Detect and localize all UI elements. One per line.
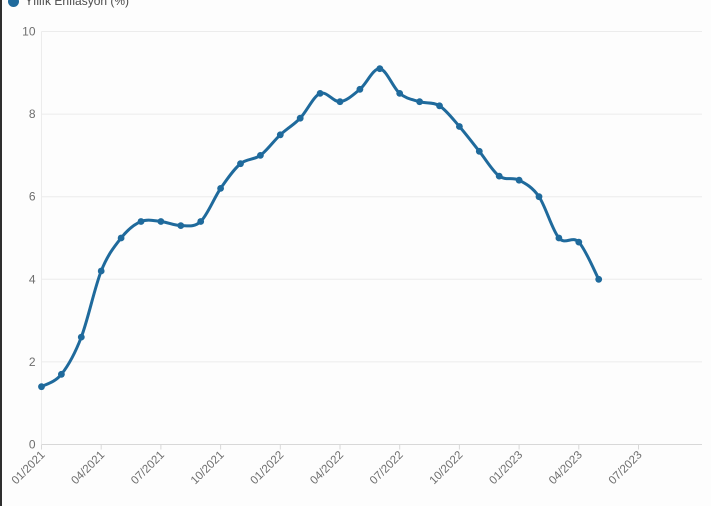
y-axis-tick-label: 10 (22, 25, 36, 39)
x-axis-tick-label: 04/2022 (308, 449, 346, 487)
series-line (40, 67, 601, 389)
legend-series-dot-icon (8, 0, 19, 7)
data-point[interactable] (157, 218, 165, 225)
data-point[interactable] (356, 85, 364, 93)
data-point[interactable] (316, 90, 324, 97)
data-point[interactable] (177, 222, 185, 230)
data-point[interactable] (475, 147, 483, 155)
x-axis-tick-label: 04/2021 (69, 449, 107, 487)
data-point[interactable] (535, 193, 543, 201)
data-point[interactable] (237, 160, 244, 168)
y-axis-tick-label: 0 (29, 438, 36, 452)
x-axis-tick-label: 07/2023 (607, 449, 645, 487)
data-point[interactable] (575, 238, 583, 246)
data-point[interactable] (97, 267, 105, 275)
data-point[interactable] (515, 176, 523, 184)
data-point[interactable] (555, 234, 563, 242)
data-point[interactable] (58, 370, 65, 378)
data-point[interactable] (416, 98, 423, 106)
data-point[interactable] (117, 234, 125, 242)
data-point[interactable] (595, 275, 603, 283)
x-axis-tick-label: 07/2021 (129, 449, 167, 487)
y-axis-tick-label: 8 (29, 107, 36, 121)
y-axis-tick-label: 6 (29, 190, 36, 204)
x-axis-tick-label: 10/2021 (189, 449, 227, 487)
data-point[interactable] (137, 218, 145, 225)
data-point[interactable] (257, 152, 264, 159)
y-axis-tick-label: 2 (29, 355, 36, 369)
data-point[interactable] (436, 102, 443, 110)
data-point[interactable] (77, 333, 85, 341)
data-point[interactable] (197, 218, 205, 225)
data-point[interactable] (296, 114, 304, 122)
x-axis-tick-label: 07/2022 (368, 449, 406, 487)
x-axis-tick-label: 04/2023 (547, 449, 585, 487)
x-axis-tick-label: 01/2023 (487, 449, 525, 487)
legend-series-label: Yıllık Enflasyon (%) (25, 0, 130, 8)
x-axis-tick-label: 10/2022 (428, 449, 466, 487)
data-point[interactable] (217, 185, 225, 192)
data-point[interactable] (38, 383, 45, 391)
data-point[interactable] (396, 90, 404, 97)
x-axis-tick-label: 01/2022 (249, 449, 287, 487)
data-point[interactable] (376, 65, 384, 73)
legend-item[interactable]: Yıllık Enflasyon (%) (8, 0, 129, 8)
data-point[interactable] (336, 98, 344, 106)
window-left-border (0, 0, 2, 506)
y-axis-tick-label: 4 (29, 272, 36, 286)
x-axis-tick-label: 01/2021 (10, 449, 48, 487)
data-point[interactable] (495, 172, 503, 180)
data-point[interactable] (456, 123, 463, 130)
data-point[interactable] (276, 131, 284, 139)
